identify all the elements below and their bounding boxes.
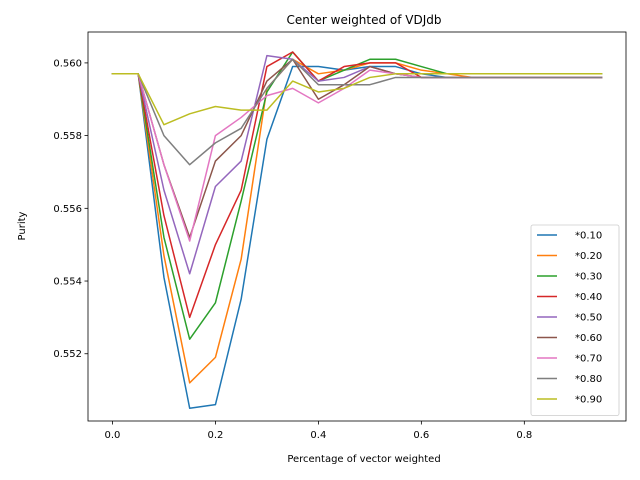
plot-area: 0.0 0.2 0.4 0.6 0.8 0.552 0.554 0.556 0.558 0.560: [53, 31, 627, 441]
legend-entry-label: *0.90: [575, 395, 602, 406]
y-tick-label: 0.558: [53, 131, 82, 142]
y-tick-label: 0.552: [53, 349, 82, 360]
legend-entry-label: *0.30: [575, 272, 602, 283]
legend-box: [530, 224, 620, 416]
chart-title: Center weighted of VDJdb: [286, 13, 441, 27]
legend-entry-label: *0.20: [575, 251, 602, 262]
legend-entry-label: *0.80: [575, 374, 602, 385]
y-tick-label: 0.554: [53, 277, 82, 288]
x-tick-label: 0.0: [105, 430, 121, 441]
x-tick-label: 0.4: [310, 430, 326, 441]
legend-entry-label: *0.70: [575, 354, 602, 365]
y-axis-title: Purity: [17, 211, 28, 240]
axes-frame: [87, 31, 627, 422]
y-tick-label: 0.560: [53, 58, 82, 69]
x-tick-label: 0.8: [516, 430, 532, 441]
legend-entry-label: *0.40: [575, 292, 602, 303]
series-line-8: [111, 73, 603, 126]
y-tick-label: 0.556: [53, 204, 82, 215]
x-axis-title: Percentage of vector weighted: [287, 454, 440, 465]
legend-entry-label: *0.50: [575, 313, 602, 324]
legend-entry-label: *0.10: [575, 231, 602, 242]
legend-entry-label: *0.60: [575, 333, 602, 344]
legend: *0.10 *0.20 *0.30 *0.40 *0.50 *0.60 *0.70 *0.80…: [530, 224, 620, 416]
series-line-7: [111, 58, 603, 166]
x-tick-label: 0.6: [413, 430, 429, 441]
x-tick-label: 0.2: [207, 430, 223, 441]
